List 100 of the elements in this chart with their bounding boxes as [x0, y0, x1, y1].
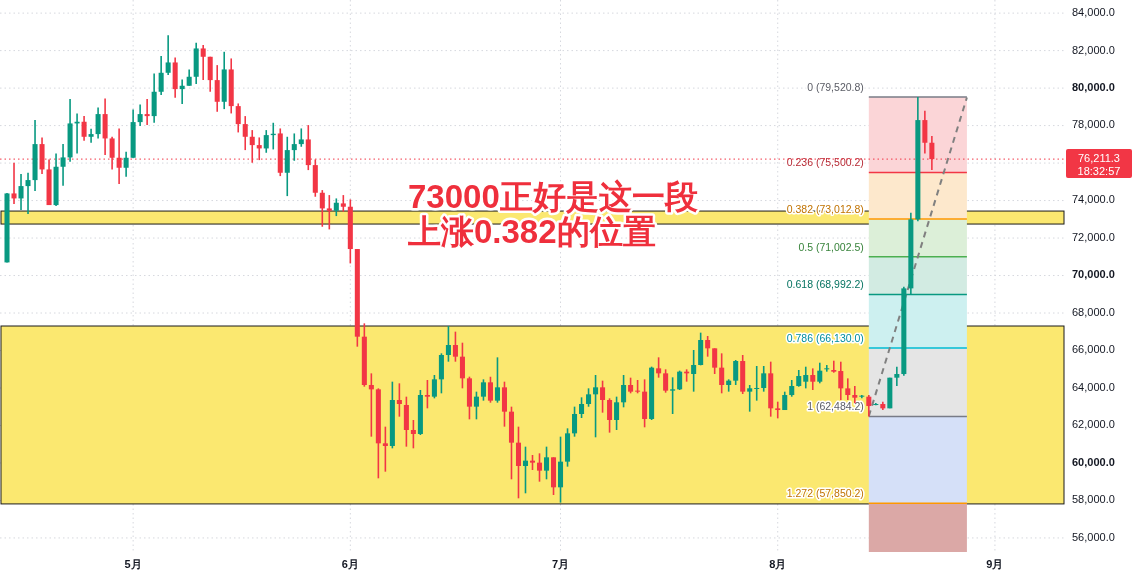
candlestick [515, 425, 522, 500]
candlestick [473, 390, 479, 421]
candlestick [824, 364, 830, 373]
candlestick [712, 347, 718, 375]
ref-line-label: 0.5 (71,002.5) [798, 240, 864, 253]
x-tick-label: 8月 [769, 557, 787, 570]
ref-line-label: 1 (62,484.2) [807, 400, 864, 413]
candlestick [410, 419, 416, 450]
candlestick [494, 356, 500, 404]
candlestick [214, 64, 220, 113]
candlestick [719, 352, 725, 395]
candlestick [803, 365, 809, 390]
y-tick-label: 78,000.0 [1072, 118, 1115, 131]
candlestick [25, 171, 31, 215]
candlestick [691, 349, 697, 393]
candlestick [607, 397, 613, 434]
text: 18:32:57 [1077, 165, 1121, 178]
candlestick [396, 382, 402, 418]
y-tick-label: 72,000.0 [1072, 230, 1115, 243]
candlestick [165, 34, 171, 76]
candlestick [670, 376, 676, 415]
candlestick [319, 189, 325, 228]
candlestick [123, 150, 129, 178]
candlestick [480, 378, 486, 402]
candlestick [424, 379, 430, 410]
candlestick [810, 367, 816, 391]
x-tick-label: 5月 [124, 557, 142, 570]
candlestick [158, 55, 164, 96]
candlestick [382, 425, 388, 473]
ref-line-label: 0 (79,520.8) [807, 81, 864, 94]
candlestick [838, 360, 844, 401]
y-tick-label: 82,000.0 [1072, 43, 1115, 56]
y-tick-label: 66,000.0 [1072, 343, 1115, 356]
candlestick [543, 445, 550, 481]
candlestick [677, 369, 683, 391]
candlestick [18, 173, 24, 211]
candlestick [88, 127, 94, 144]
annotation: 73000正好是这一段 [408, 178, 698, 215]
ref-line-label: 0.618 (68,992.2) [786, 278, 864, 291]
ref-line-label: 0.236 (75,500.2) [786, 156, 864, 169]
y-tick-label: 68,000.0 [1072, 305, 1115, 318]
candlestick [600, 379, 606, 414]
candlestick [845, 377, 851, 401]
candlestick [11, 161, 17, 205]
y-tick-label: 84,000.0 [1072, 6, 1115, 19]
candlestick [298, 127, 304, 148]
y-tick-label: 58,000.0 [1072, 493, 1115, 506]
candlestick [263, 129, 269, 154]
candlestick [291, 132, 297, 162]
ref-line-label: 1.272 (57,850.2) [786, 487, 864, 500]
candlestick [235, 102, 241, 134]
y-tick-label: 62,000.0 [1072, 418, 1115, 431]
candlestick [207, 55, 213, 93]
candlestick [922, 109, 928, 155]
candlestick [733, 359, 739, 386]
candlestick [817, 361, 823, 385]
candlestick [831, 359, 837, 374]
candlestick [452, 330, 458, 363]
candlestick [747, 384, 753, 413]
candlestick [431, 374, 437, 400]
candlestick [866, 394, 872, 418]
candlestick [81, 115, 87, 142]
ref-line-label: 76,211.3 [1077, 152, 1121, 165]
y-tick-label: 64,000.0 [1072, 380, 1115, 393]
candlestick [754, 365, 760, 402]
candlestick [705, 335, 711, 358]
candlestick [586, 387, 592, 408]
x-tick-label: 6月 [341, 557, 359, 570]
candlestick [656, 356, 662, 379]
candlestick [445, 325, 451, 363]
candlestick [614, 395, 620, 431]
candlestick [487, 375, 493, 404]
y-tick-label: 70,000.0 [1072, 268, 1115, 281]
candlestick [579, 396, 585, 419]
candlestick [144, 98, 150, 126]
ref-line-label: 0.786 (66,130.0) [786, 332, 864, 345]
y-tick-label: 60,000.0 [1072, 455, 1115, 468]
y-tick-label: 74,000.0 [1072, 193, 1115, 206]
candlestick [593, 374, 599, 439]
candlestick [368, 372, 374, 438]
candlestick [326, 194, 332, 231]
y-tick-label: 56,000.0 [1072, 530, 1115, 543]
candlestick [536, 452, 543, 483]
candlestick [284, 135, 290, 197]
candlestick [60, 143, 66, 187]
candlestick [621, 374, 627, 409]
x-tick-label: 7月 [551, 557, 570, 570]
candlestick [200, 44, 206, 81]
candlestick [522, 445, 529, 495]
candlestick [894, 365, 900, 387]
candlestick [95, 106, 101, 140]
y-tick-label: 80,000.0 [1072, 81, 1115, 93]
x-tick-label: 9月 [986, 557, 1004, 570]
candlestick [775, 400, 781, 420]
candlestick [761, 365, 767, 393]
candlestick [572, 405, 578, 438]
candlestick [663, 368, 669, 394]
candlestick [242, 115, 248, 151]
candlestick [137, 103, 143, 127]
candlestick [459, 341, 465, 390]
